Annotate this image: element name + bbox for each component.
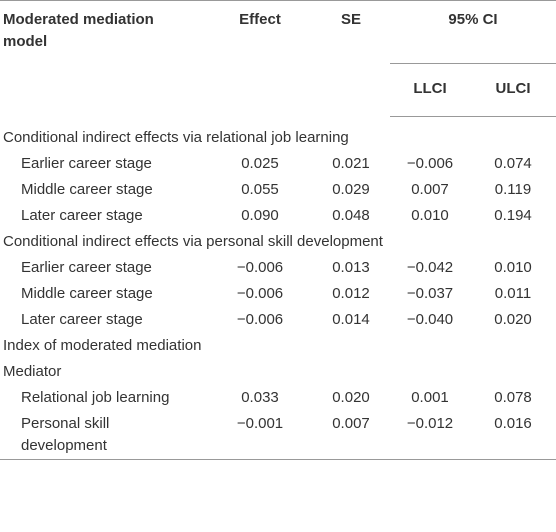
- row-label: Earlier career stage: [21, 259, 152, 276]
- row-label: Relational job learning: [21, 389, 170, 406]
- cell-value: −0.037: [406, 285, 454, 302]
- section-row: Mediator: [0, 359, 556, 385]
- section-label: Mediator: [3, 363, 62, 380]
- cell-value: 0.020: [494, 311, 532, 328]
- cell-value: 0.033: [241, 389, 279, 406]
- cell-value: 0.007: [312, 411, 390, 460]
- row-label: Later career stage: [21, 207, 143, 224]
- data-row: Middle career stage 0.055 0.029 0.007 0.119: [0, 177, 556, 203]
- column-header: Effect: [208, 0, 312, 117]
- cell-value: 0.025: [241, 155, 279, 172]
- row-label: Middle career stage: [21, 285, 153, 302]
- column-header: LLCI: [390, 63, 470, 117]
- cell-value: 0.020: [332, 389, 370, 406]
- cell-value: 0.119: [494, 181, 532, 198]
- results-table: Moderated mediation model Effect SE 95% …: [0, 0, 556, 460]
- data-row: Earlier career stage 0.025 0.021 −0.006 0.07…: [0, 151, 556, 177]
- cell-value: 0.007: [411, 181, 449, 198]
- cell-value: −0.040: [406, 311, 454, 328]
- row-label: Later career stage: [21, 311, 143, 328]
- data-row: Middle career stage −0.006 0.012 −0.037 0.01…: [0, 281, 556, 307]
- section-row: Index of moderated mediation: [0, 333, 556, 359]
- cell-value: 0.016: [470, 411, 556, 460]
- section-row: Conditional indirect effects via persona…: [0, 229, 556, 255]
- cell-value: −0.006: [236, 285, 284, 302]
- cell-value: −0.042: [406, 259, 454, 276]
- row-label: Personal skill development: [0, 411, 208, 460]
- cell-value: 0.012: [332, 285, 370, 302]
- table-body: Conditional indirect effects via relatio…: [0, 117, 556, 460]
- cell-value: 0.010: [494, 259, 532, 276]
- cell-value: 0.048: [332, 207, 370, 224]
- cell-value: −0.006: [236, 259, 284, 276]
- cell-value: 0.194: [494, 207, 532, 224]
- data-row: Earlier career stage −0.006 0.013 −0.042 0.0…: [0, 255, 556, 281]
- table-header: Moderated mediation model Effect SE 95% …: [0, 0, 556, 117]
- section-label: Conditional indirect effects via relatio…: [3, 129, 349, 146]
- cell-value: −0.006: [406, 155, 454, 172]
- column-header: 95% CI: [390, 0, 556, 64]
- cell-value: −0.012: [390, 411, 470, 460]
- data-row: Later career stage 0.090 0.048 0.010 0.194: [0, 203, 556, 229]
- cell-value: −0.006: [236, 311, 284, 328]
- cell-value: −0.001: [208, 411, 312, 460]
- data-row: Later career stage −0.006 0.014 −0.040 0.020: [0, 307, 556, 333]
- cell-value: 0.011: [494, 285, 532, 302]
- cell-value: 0.014: [332, 311, 370, 328]
- data-row: Relational job learning 0.033 0.020 0.001 0.…: [0, 385, 556, 411]
- row-label: Middle career stage: [21, 181, 153, 198]
- header-row: LLCI ULCI: [0, 63, 556, 117]
- header-row: Moderated mediation model Effect SE 95% …: [0, 0, 556, 117]
- section-label: Conditional indirect effects via persona…: [3, 233, 383, 250]
- cell-value: 0.074: [494, 155, 532, 172]
- cell-value: 0.090: [241, 207, 279, 224]
- cell-value: 0.013: [332, 259, 370, 276]
- column-header: Moderated mediation model: [0, 0, 208, 117]
- cell-value: 0.021: [332, 155, 370, 172]
- column-header: SE: [312, 0, 390, 117]
- cell-value: 0.078: [494, 389, 532, 406]
- cell-value: 0.010: [411, 207, 449, 224]
- cell-value: 0.029: [332, 181, 370, 198]
- data-row: Personal skill development −0.001 0.007 −0.…: [0, 411, 556, 460]
- cell-value: 0.001: [411, 389, 449, 406]
- section-label: Index of moderated mediation: [3, 337, 202, 354]
- row-label: Earlier career stage: [21, 155, 152, 172]
- cell-value: 0.055: [241, 181, 279, 198]
- column-header: ULCI: [470, 63, 556, 117]
- section-row: Conditional indirect effects via relatio…: [0, 117, 556, 152]
